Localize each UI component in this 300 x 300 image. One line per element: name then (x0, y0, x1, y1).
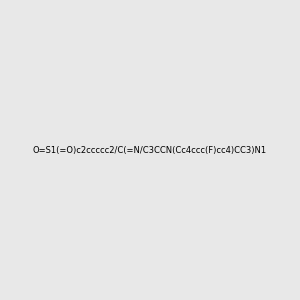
Text: O=S1(=O)c2ccccc2/C(=N/C3CCN(Cc4ccc(F)cc4)CC3)N1: O=S1(=O)c2ccccc2/C(=N/C3CCN(Cc4ccc(F)cc4… (33, 146, 267, 154)
